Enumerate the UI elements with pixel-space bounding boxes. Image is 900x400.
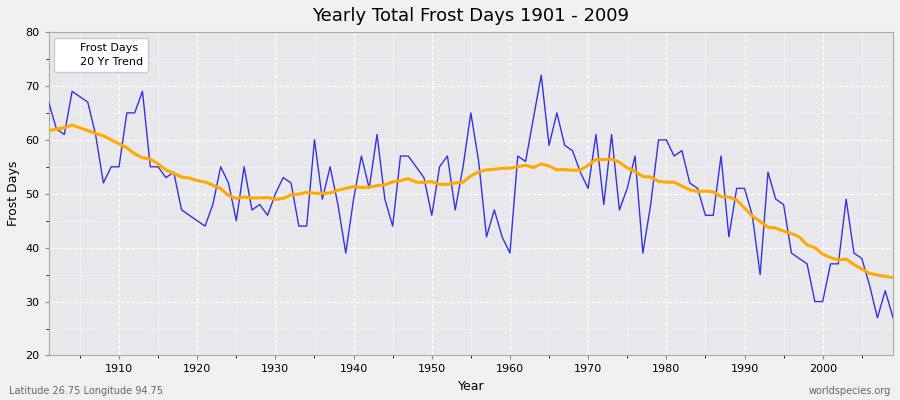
Frost Days [278,175,289,180]
20 Yr Trend [285,192,296,197]
X-axis label: Year: Year [457,380,484,393]
20 Yr Trend [887,275,898,280]
20 Yr Trend [332,188,343,193]
Text: worldspecies.org: worldspecies.org [809,386,891,396]
Frost Days [505,251,516,256]
Frost Days [497,234,508,239]
Frost Days [106,164,117,169]
20 Yr Trend [512,164,523,169]
20 Yr Trend [607,156,617,161]
Y-axis label: Frost Days: Frost Days [7,161,20,226]
Frost Days [872,315,883,320]
Text: Latitude 26.75 Longitude 94.75: Latitude 26.75 Longitude 94.75 [9,386,163,396]
Title: Yearly Total Frost Days 1901 - 2009: Yearly Total Frost Days 1901 - 2009 [312,7,629,25]
Line: 20 Yr Trend: 20 Yr Trend [49,125,893,278]
20 Yr Trend [505,166,516,170]
Frost Days [887,315,898,320]
Legend: Frost Days, 20 Yr Trend: Frost Days, 20 Yr Trend [54,38,148,72]
Frost Days [43,100,54,104]
20 Yr Trend [43,128,54,133]
Frost Days [325,164,336,169]
Frost Days [536,73,546,78]
Line: Frost Days: Frost Days [49,75,893,318]
20 Yr Trend [67,122,77,127]
Frost Days [607,132,617,137]
20 Yr Trend [113,142,124,146]
